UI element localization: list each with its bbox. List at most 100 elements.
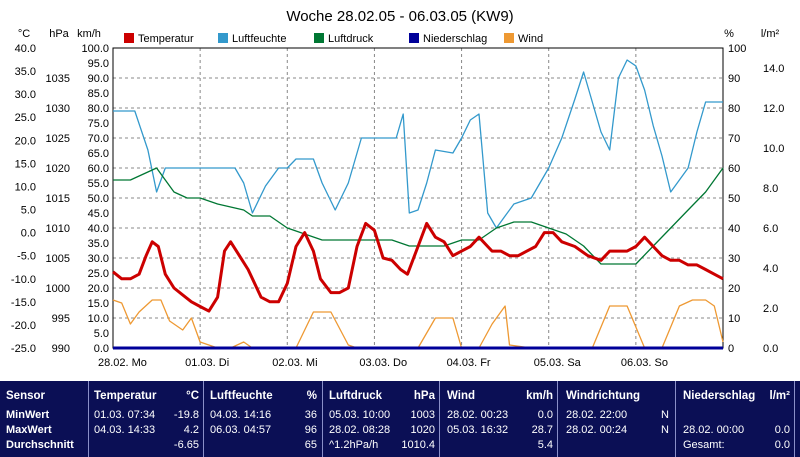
humidity-max-time: 06.03. 04:57 bbox=[210, 424, 272, 436]
wind-tick-label: 10.0 bbox=[88, 313, 109, 325]
humidity-max-value: 96 bbox=[304, 424, 317, 436]
x-axis: 28.02. Mo 01.03. Di 02.03. Mi 03.03. Do 04.0… bbox=[98, 357, 668, 369]
temperature-tick-label: 0.0 bbox=[21, 228, 36, 240]
precipitation-header-unit: l/m² bbox=[769, 390, 790, 402]
legend-label-luftdruck: Luftdruck bbox=[328, 33, 374, 45]
wind-direction-column: Windrichtung 28.02. 22:00 N 28.02. 00:24… bbox=[558, 381, 676, 457]
temperature-tick-label: -20.0 bbox=[11, 320, 36, 332]
chart-title: Woche 28.02.05 - 06.03.05 (KW9) bbox=[286, 8, 513, 25]
pressure-tick-label: 1030 bbox=[46, 103, 70, 115]
legend-swatch-wind bbox=[504, 33, 514, 43]
legend-label-wind: Wind bbox=[518, 33, 543, 45]
temperature-tick-label: 20.0 bbox=[15, 135, 36, 147]
pressure-tick-label: 1015 bbox=[46, 193, 70, 205]
x-tick-label: 06.03. So bbox=[621, 357, 668, 369]
precipitation-total-label: Gesamt: bbox=[683, 439, 725, 451]
wind-max-value: 28.7 bbox=[531, 424, 553, 436]
x-tick-label: 02.03. Mi bbox=[272, 357, 317, 369]
temperature-tick-label: 30.0 bbox=[15, 89, 36, 101]
wind-tick-label: 5.0 bbox=[94, 328, 109, 340]
left-axes: 40.0 35.0 30.0 25.0 20.0 15.0 10.0 5.0 0.0 -5.0 -1… bbox=[11, 43, 109, 355]
humidity-tick-label: 80 bbox=[728, 103, 740, 115]
humidity-unit: % bbox=[724, 28, 734, 40]
humidity-tick-label: 70 bbox=[728, 133, 740, 145]
pressure-tick-label: 1005 bbox=[46, 253, 70, 265]
x-tick-label: 01.03. Di bbox=[185, 357, 229, 369]
wind-tick-label: 0.0 bbox=[94, 343, 109, 355]
precipitation-tick-label: 6.0 bbox=[763, 223, 778, 235]
temperature-tick-label: 10.0 bbox=[15, 181, 36, 193]
temperature-tick-label: 25.0 bbox=[15, 112, 36, 124]
pressure-tick-label: 1010 bbox=[46, 223, 70, 235]
x-tick-label: 05.03. Sa bbox=[534, 357, 582, 369]
pressure-min-time: 05.03. 10:00 bbox=[329, 409, 391, 421]
temperature-tick-label: -10.0 bbox=[11, 274, 36, 286]
temperature-tick-label: -15.0 bbox=[11, 297, 36, 309]
humidity-header-unit: % bbox=[306, 390, 317, 402]
pressure-header: Luftdruck bbox=[329, 390, 383, 402]
wind-min-time: 28.02. 00:23 bbox=[447, 409, 509, 421]
legend-swatch-niederschlag bbox=[409, 33, 419, 43]
temperature-tick-label: 5.0 bbox=[21, 205, 36, 217]
pressure-tick-label: 1000 bbox=[46, 283, 70, 295]
precipitation-tick-label: 0.0 bbox=[763, 343, 778, 355]
wind-tick-label: 50.0 bbox=[88, 193, 109, 205]
precipitation-tick-label: 14.0 bbox=[763, 63, 784, 75]
humidity-tick-label: 100 bbox=[728, 43, 746, 55]
humidity-header: Luftfeuchte bbox=[210, 390, 273, 402]
wind-direction-min-value: N bbox=[661, 409, 669, 421]
wind-tick-label: 45.0 bbox=[88, 208, 109, 220]
precipitation-header: Niederschlag bbox=[683, 390, 756, 402]
humidity-tick-label: 30 bbox=[728, 253, 740, 265]
precipitation-tick-label: 12.0 bbox=[763, 103, 784, 115]
humidity-tick-label: 20 bbox=[728, 283, 740, 295]
row-label-avg: Durchschnitt bbox=[6, 439, 74, 451]
temperature-header-unit: °C bbox=[186, 390, 199, 402]
legend-label-luftfeuchte: Luftfeuchte bbox=[232, 33, 286, 45]
weather-chart: Woche 28.02.05 - 06.03.05 (KW9) °C hPa k… bbox=[11, 8, 785, 369]
sensor-column: Sensor MinWert MaxWert Durchschnitt bbox=[0, 381, 89, 457]
legend-swatch-luftfeuchte bbox=[218, 33, 228, 43]
series-line-temperatur bbox=[112, 221, 724, 313]
temperature-max-value: 4.2 bbox=[183, 424, 199, 436]
wind-column: Wind km/h 28.02. 00:23 0.0 05.03. 16:32 … bbox=[440, 381, 558, 457]
right-axes: 100908070605040302010014.012.010.08.06.0… bbox=[728, 43, 784, 355]
x-tick-label: 28.02. Mo bbox=[98, 357, 147, 369]
precipitation-tick-label: 4.0 bbox=[763, 263, 778, 275]
pressure-tick-label: 990 bbox=[52, 343, 70, 355]
wind-tick-label: 90.0 bbox=[88, 73, 109, 85]
pressure-tick-label: 1035 bbox=[46, 73, 70, 85]
pressure-column: Luftdruck hPa 05.03. 10:00 1003 28.02. 0… bbox=[323, 381, 440, 457]
temperature-max-time: 04.03. 14:33 bbox=[94, 424, 156, 436]
wind-tick-label: 20.0 bbox=[88, 283, 109, 295]
wind-direction-max-time: 28.02. 00:24 bbox=[566, 424, 628, 436]
temperature-tick-label: -5.0 bbox=[17, 251, 36, 263]
pressure-current-value: 1010.4 bbox=[401, 439, 435, 451]
legend-swatch-temperatur bbox=[124, 33, 134, 43]
wind-tick-label: 55.0 bbox=[88, 178, 109, 190]
row-label-min: MinWert bbox=[6, 409, 50, 421]
wind-tick-label: 80.0 bbox=[88, 103, 109, 115]
temperature-header: Temperatur bbox=[94, 390, 157, 402]
temperature-tick-label: 40.0 bbox=[15, 43, 36, 55]
precipitation-tick-label: 2.0 bbox=[763, 303, 778, 315]
humidity-avg-value: 65 bbox=[304, 439, 317, 451]
wind-tick-label: 30.0 bbox=[88, 253, 109, 265]
humidity-tick-label: 90 bbox=[728, 73, 740, 85]
wind-tick-label: 15.0 bbox=[88, 298, 109, 310]
humidity-min-value: 36 bbox=[304, 409, 317, 421]
wind-tick-label: 95.0 bbox=[88, 58, 109, 70]
precipitation-tick-label: 10.0 bbox=[763, 143, 784, 155]
wind-max-time: 05.03. 16:32 bbox=[447, 424, 509, 436]
pressure-tick-label: 1025 bbox=[46, 133, 70, 145]
wind-tick-label: 85.0 bbox=[88, 88, 109, 100]
temperature-tick-label: 35.0 bbox=[15, 66, 36, 78]
temperature-tick-label: 15.0 bbox=[15, 158, 36, 170]
temperature-tick-label: -25.0 bbox=[11, 343, 36, 355]
wind-tick-label: 100.0 bbox=[81, 43, 109, 55]
pressure-tick-label: 995 bbox=[52, 313, 70, 325]
series-layer bbox=[112, 59, 724, 350]
humidity-tick-label: 10 bbox=[728, 313, 740, 325]
wind-tick-label: 60.0 bbox=[88, 163, 109, 175]
wind-tick-label: 40.0 bbox=[88, 223, 109, 235]
